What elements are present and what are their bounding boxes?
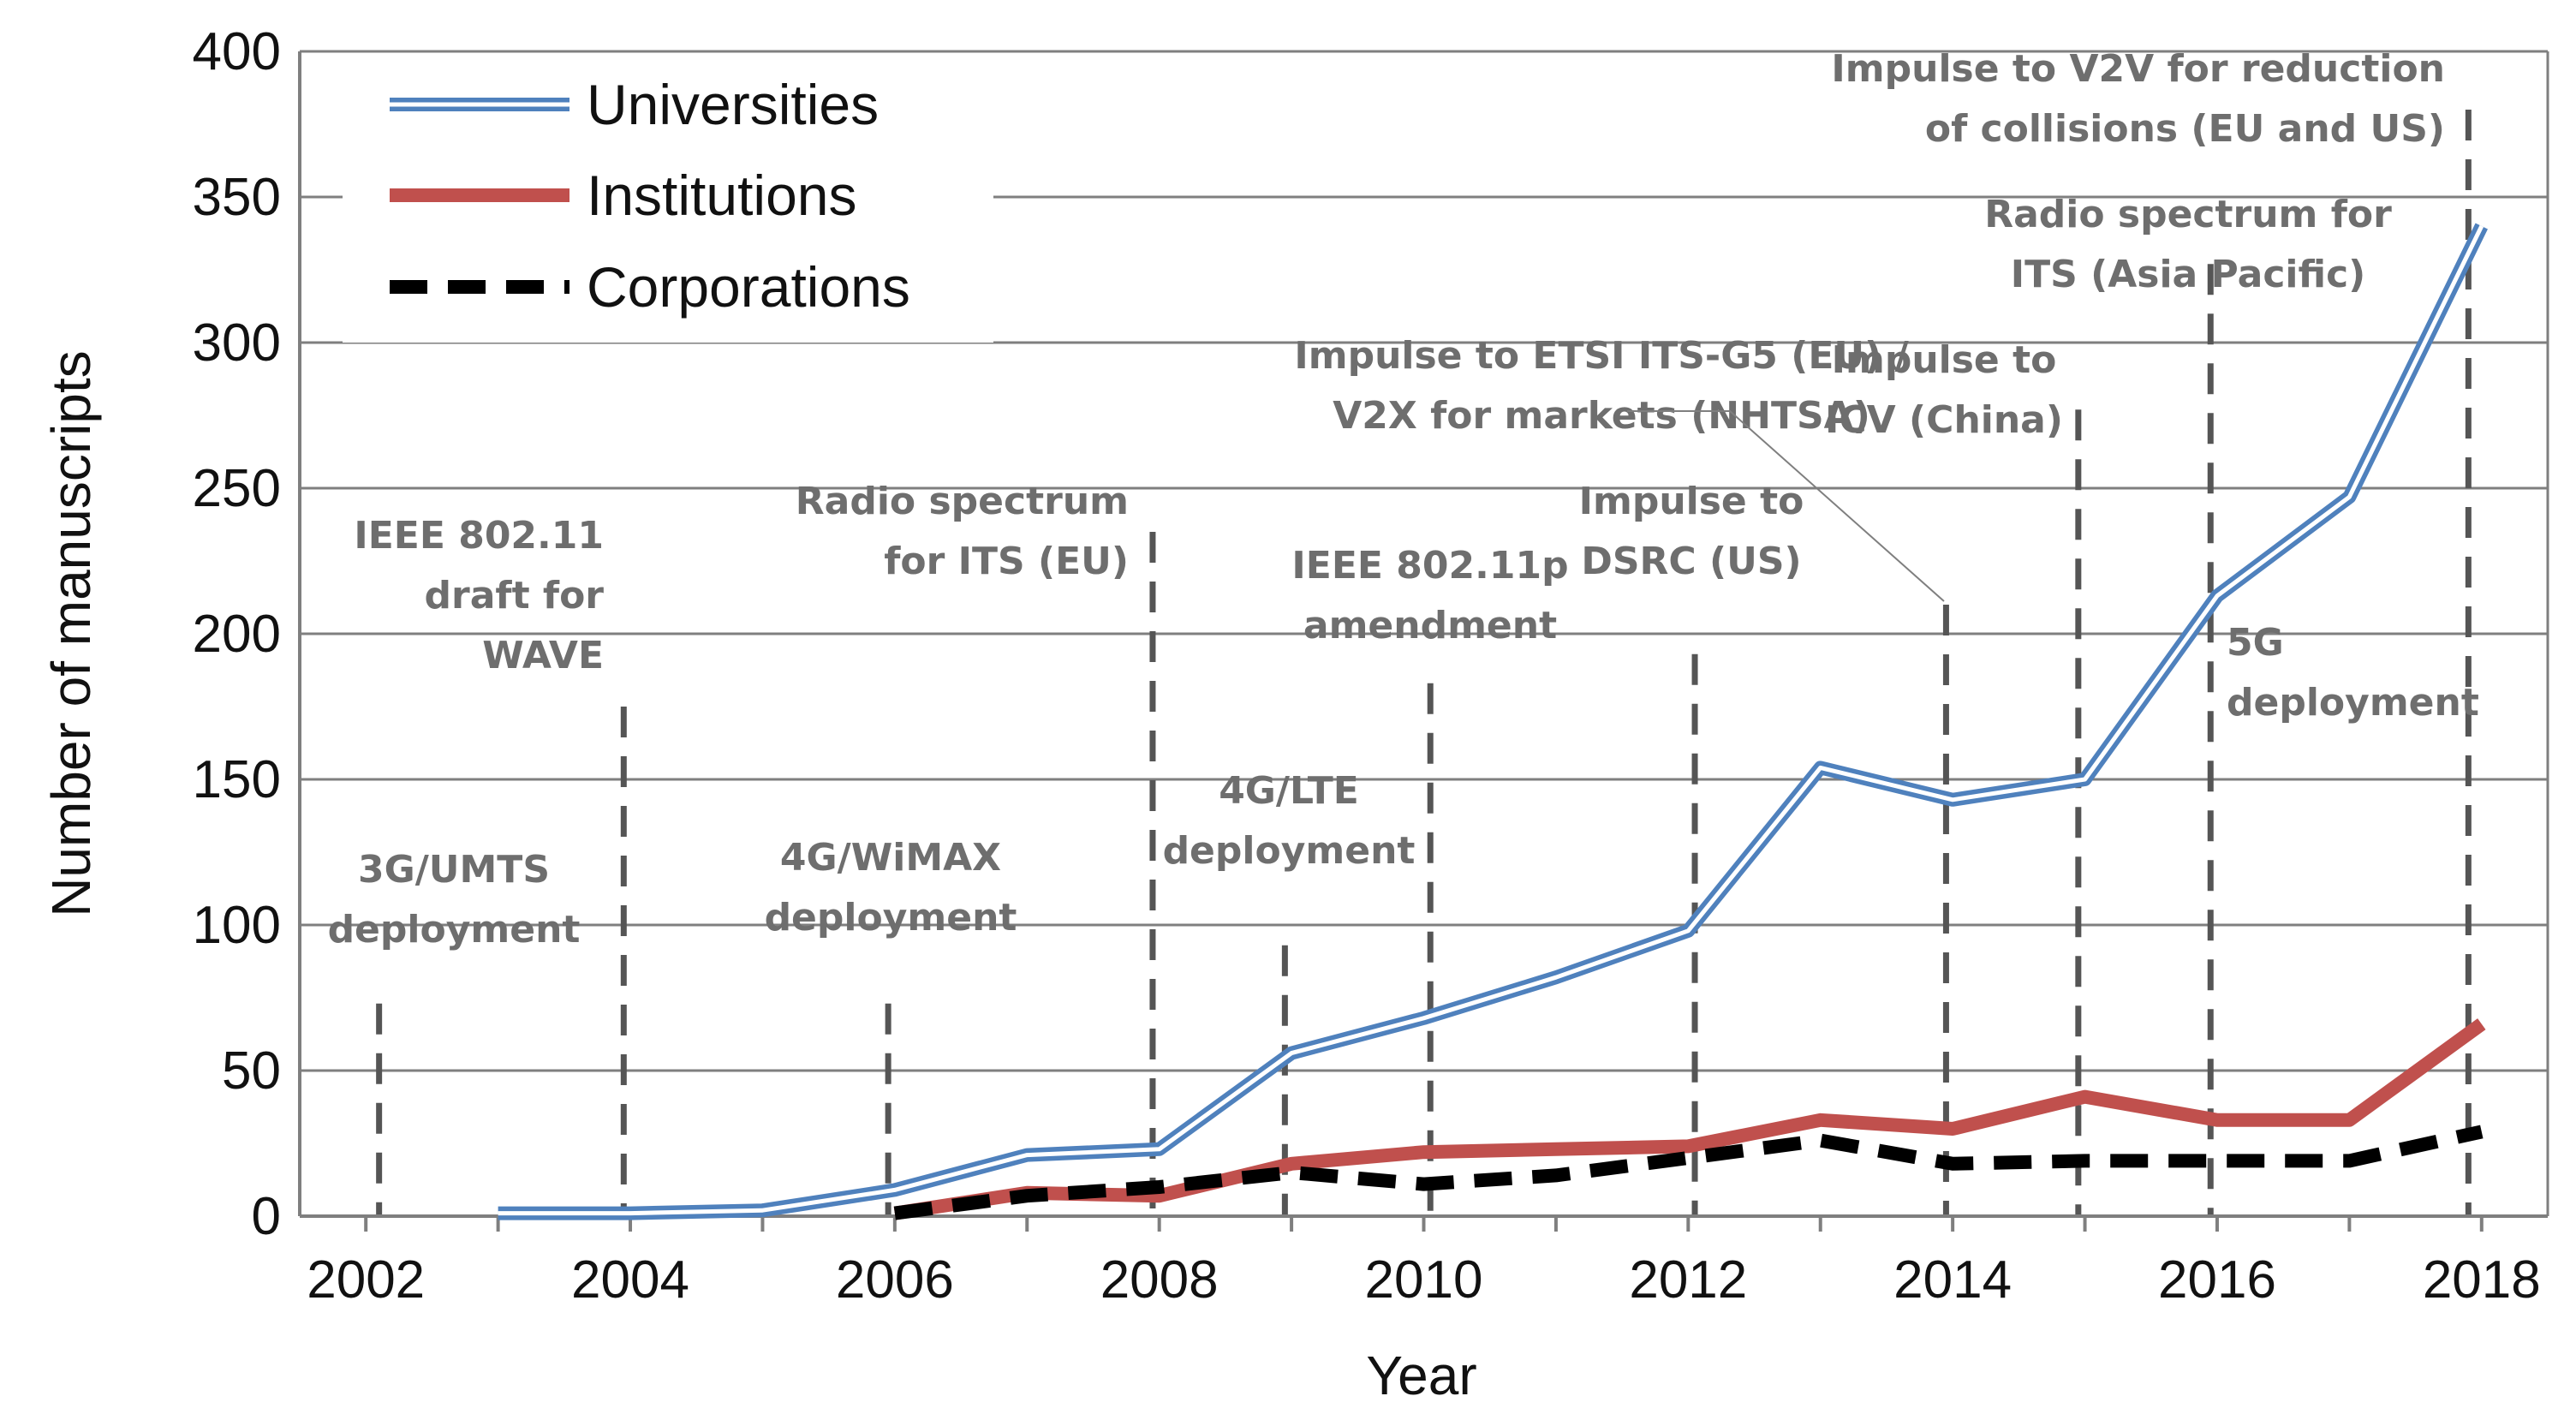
x-tick-label: 2002 — [307, 1250, 425, 1310]
y-tick-label: 300 — [193, 313, 281, 373]
event-annotation: ICV (China) — [1825, 398, 2063, 442]
event-annotation: V2X for markets (NHTSA) — [1333, 394, 1870, 438]
event-annotation: deployment — [328, 908, 581, 952]
event-annotation: 4G/LTE — [1219, 769, 1359, 813]
event-annotation: for ITS (EU) — [884, 540, 1129, 583]
event-annotations: 3G/UMTS deployment IEEE 802.11 draft for WAV… — [328, 47, 2479, 952]
y-axis-title: Number of manuscripts — [40, 350, 102, 917]
event-annotation: draft for — [425, 574, 605, 618]
x-tick-label: 2004 — [571, 1250, 689, 1310]
event-annotation: deployment — [765, 896, 1017, 940]
event-annotation: 3G/UMTS — [358, 848, 550, 892]
legend-label: Universities — [587, 73, 879, 136]
legend-label: Institutions — [587, 164, 857, 227]
y-tick-label: 350 — [193, 168, 281, 227]
y-tick-label: 250 — [193, 459, 281, 518]
event-annotation: Impulse to — [1579, 480, 1804, 523]
y-tick-label: 150 — [193, 750, 281, 809]
series-line-institutions — [893, 1018, 2486, 1220]
event-annotation: IEEE 802.11 — [354, 514, 604, 558]
y-tick-label: 100 — [193, 896, 281, 955]
event-annotation: 5G — [2227, 621, 2284, 665]
series-line-universities-inner — [498, 224, 2484, 1216]
event-annotation: Impulse to V2V for reduction — [1831, 47, 2445, 91]
event-annotation: deployment — [1163, 829, 1416, 873]
y-tick-label: 200 — [193, 605, 281, 664]
series-line-corporations — [893, 1125, 2484, 1220]
x-tick-label: 2006 — [836, 1250, 954, 1310]
x-tick-label: 2014 — [1893, 1250, 2012, 1310]
y-tick-label: 50 — [222, 1041, 281, 1101]
event-annotation: DSRC (US) — [1581, 540, 1801, 583]
x-axis-title: Year — [1366, 1345, 1476, 1406]
x-tick-label: 2008 — [1100, 1250, 1219, 1310]
x-tick-label: 2016 — [2158, 1250, 2276, 1310]
event-annotation: ITS (Asia Pacific) — [2011, 253, 2366, 296]
legend-label: Corporations — [587, 255, 910, 319]
x-tick-label: 2018 — [2423, 1250, 2541, 1310]
legend: Universities Institutions Corporations — [343, 60, 993, 343]
event-annotation: 4G/WiMAX — [780, 836, 1001, 880]
annotation-leader-line — [1627, 410, 1945, 602]
x-tick-label: 2012 — [1629, 1250, 1747, 1310]
event-annotation: amendment — [1303, 604, 1557, 647]
y-tick-label: 0 — [252, 1187, 281, 1246]
x-tick-label: 2010 — [1365, 1250, 1483, 1310]
event-annotation: deployment — [2227, 681, 2479, 725]
event-annotation: of collisions (EU and US) — [1925, 107, 2445, 151]
event-annotation: IEEE 802.11p — [1291, 544, 1568, 588]
event-annotation: WAVE — [482, 634, 604, 677]
event-annotation: Radio spectrum — [796, 480, 1129, 523]
event-annotation: Impulse to — [1832, 338, 2057, 382]
series-lines — [498, 223, 2488, 1220]
event-annotation: Impulse to ETSI ITS-G5 (EU) / — [1294, 334, 1909, 378]
event-annotation: Radio spectrum for — [1984, 193, 2392, 236]
y-tick-label: 400 — [193, 22, 281, 81]
